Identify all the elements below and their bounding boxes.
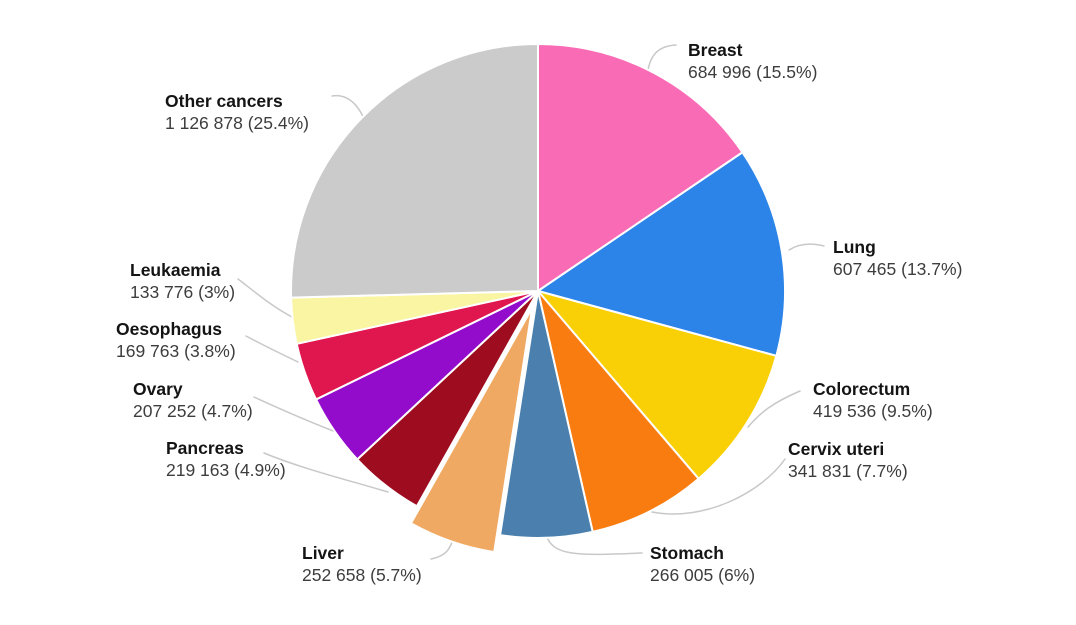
label-breast: Breast 684 996 (15.5%) — [688, 39, 817, 83]
label-ovary: Ovary 207 252 (4.7%) — [133, 378, 253, 422]
leader-line-ovary — [253, 396, 337, 433]
slice-value: 169 763 (3.8%) — [116, 341, 236, 361]
label-stomach: Stomach 266 005 (6%) — [650, 542, 755, 586]
leader-line-oesophagus — [245, 335, 299, 363]
slice-name: Cervix uteri — [788, 439, 885, 459]
slice-name: Ovary — [133, 379, 183, 399]
pie-slice-other-cancers — [290, 43, 539, 299]
leader-line-colorectum — [747, 390, 801, 428]
leader-line-leukaemia — [237, 278, 293, 318]
pie-slice-lung — [537, 151, 786, 357]
leader-line-stomach — [545, 533, 643, 556]
label-lung: Lung 607 465 (13.7%) — [833, 236, 962, 280]
slice-value: 133 776 (3%) — [130, 282, 236, 302]
label-oesophagus: Oesophagus 169 763 (3.8%) — [116, 318, 236, 362]
slice-value: 207 252 (4.7%) — [133, 401, 253, 421]
label-leukaemia: Leukaemia 133 776 (3%) — [130, 259, 235, 303]
slice-value: 1 126 878 (25.4%) — [165, 113, 309, 133]
slice-name: Breast — [688, 40, 743, 60]
slice-value: 252 658 (5.7%) — [302, 565, 422, 585]
label-pancreas: Pancreas 219 163 (4.9%) — [166, 437, 286, 481]
slice-name: Pancreas — [166, 438, 244, 458]
label-cervix-uteri: Cervix uteri 341 831 (7.7%) — [788, 438, 908, 482]
slice-name: Other cancers — [165, 91, 283, 111]
slice-value: 607 465 (13.7%) — [833, 259, 963, 279]
pie-slice-breast — [537, 43, 744, 292]
slice-value: 341 831 (7.7%) — [788, 461, 908, 481]
slice-name: Oesophagus — [116, 319, 222, 339]
slice-value: 419 536 (9.5%) — [813, 401, 933, 421]
pie-slice-cervix-uteri — [537, 290, 700, 533]
label-colorectum: Colorectum 419 536 (9.5%) — [813, 378, 933, 422]
slice-name: Lung — [833, 237, 876, 257]
leader-line-cervix-uteri — [651, 458, 786, 515]
pie-slice-stomach — [499, 290, 594, 539]
label-liver: Liver 252 658 (5.7%) — [302, 542, 422, 586]
slice-name: Colorectum — [813, 379, 911, 399]
leader-line-lung — [788, 243, 825, 251]
slice-value: 219 163 (4.9%) — [166, 460, 286, 480]
pie-slice-liver — [409, 307, 534, 554]
label-other-cancers: Other cancers 1 126 878 (25.4%) — [165, 90, 309, 134]
leader-line-pancreas — [263, 452, 389, 493]
slice-name: Leukaemia — [130, 260, 221, 280]
pie-slice-colorectum — [537, 290, 778, 480]
slice-name: Liver — [302, 543, 344, 563]
slice-name: Stomach — [650, 543, 724, 563]
slice-value: 684 996 (15.5%) — [688, 62, 818, 82]
slice-value: 266 005 (6%) — [650, 565, 756, 585]
